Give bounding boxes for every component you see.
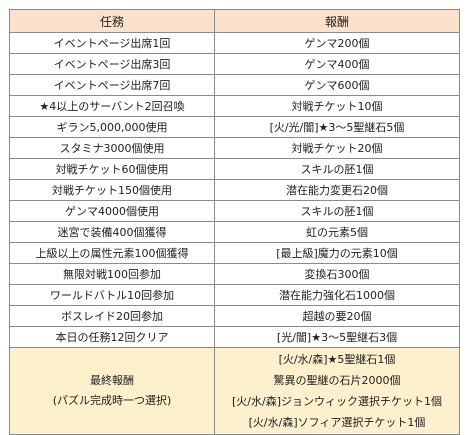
task-cell: イベントページ出席7回 <box>9 74 215 96</box>
table-row: 無限対戦100回参加 変換石300個 <box>9 263 460 285</box>
table-row: 対戦チケット150個使用 潜在能力変更石20個 <box>9 179 460 201</box>
table-row: ★4以上のサーバント2回召喚 対戦チケット10個 <box>9 95 460 117</box>
table-row: 対戦チケット60個使用 スキルの胚1個 <box>9 158 460 180</box>
mission-reward-table: 任務 報酬 イベントページ出席1回 ゲンマ200個 イベントページ出席3回 ゲン… <box>9 9 460 435</box>
reward-cell: ゲンマ400個 <box>214 53 460 75</box>
task-cell: ボスレイド20回参加 <box>9 305 215 327</box>
reward-cell: [光/闇]★3〜5聖継石3個 <box>214 326 460 348</box>
final-reward-label-cell: 最終報酬 (パズル完成時一つ選択) <box>9 347 215 435</box>
reward-cell: 潜在能力変更石20個 <box>214 179 460 201</box>
task-cell: 迷宮で装備400個獲得 <box>9 221 215 243</box>
task-cell: ゲンマ4000個使用 <box>9 200 215 222</box>
reward-cell: スキルの胚1個 <box>214 200 460 222</box>
reward-cell: 潜在能力強化石1000個 <box>214 284 460 306</box>
reward-cell: 変換石300個 <box>214 263 460 285</box>
final-reward-row: 最終報酬 (パズル完成時一つ選択) [火/水/森]★5聖継石1個 驚異の聖継の石… <box>9 347 460 435</box>
task-cell: 上級以上の属性元素100個獲得 <box>9 242 215 264</box>
reward-table-container: 任務 報酬 イベントページ出席1回 ゲンマ200個 イベントページ出席3回 ゲン… <box>9 9 460 435</box>
task-cell: ギラン5,000,000使用 <box>9 116 215 138</box>
task-cell: 対戦チケット150個使用 <box>9 179 215 201</box>
reward-cell: 虹の元素5個 <box>214 221 460 243</box>
table-row: ギラン5,000,000使用 [火/光/闇]★3〜5聖継石5個 <box>9 116 460 138</box>
table-row: 迷宮で装備400個獲得 虹の元素5個 <box>9 221 460 243</box>
final-reward-item: [火/水/森]ソフィア選択チケット1個 <box>248 416 426 429</box>
task-cell: ★4以上のサーバント2回召喚 <box>9 95 215 117</box>
table-row: 上級以上の属性元素100個獲得 [最上級]魔力の元素10個 <box>9 242 460 264</box>
final-reward-note: (パズル完成時一つ選択) <box>52 394 172 407</box>
reward-cell: ゲンマ200個 <box>214 32 460 54</box>
reward-cell: 対戦チケット10個 <box>214 95 460 117</box>
table-row: スタミナ3000個使用 対戦チケット20個 <box>9 137 460 159</box>
task-cell: スタミナ3000個使用 <box>9 137 215 159</box>
table-row: イベントページ出席7回 ゲンマ600個 <box>9 74 460 96</box>
task-cell: 対戦チケット60個使用 <box>9 158 215 180</box>
final-reward-item: [火/水/森]★5聖継石1個 <box>278 353 396 366</box>
final-reward-list-cell: [火/水/森]★5聖継石1個 驚異の聖継の石片2000個 [火/水/森]ジョンウ… <box>214 347 460 435</box>
table-header-row: 任務 報酬 <box>9 9 460 33</box>
task-cell: ワールドバトル10回参加 <box>9 284 215 306</box>
task-cell: 本日の任務12回クリア <box>9 326 215 348</box>
table-row: ワールドバトル10回参加 潜在能力強化石1000個 <box>9 284 460 306</box>
final-reward-item: 驚異の聖継の石片2000個 <box>273 374 401 387</box>
final-reward-title: 最終報酬 <box>90 374 134 387</box>
reward-cell: 超越の要20個 <box>214 305 460 327</box>
task-cell: イベントページ出席3回 <box>9 53 215 75</box>
reward-cell: ゲンマ600個 <box>214 74 460 96</box>
reward-cell: [最上級]魔力の元素10個 <box>214 242 460 264</box>
table-row: イベントページ出席1回 ゲンマ200個 <box>9 32 460 54</box>
table-row: ボスレイド20回参加 超越の要20個 <box>9 305 460 327</box>
table-row: 本日の任務12回クリア [光/闇]★3〜5聖継石3個 <box>9 326 460 348</box>
task-cell: 無限対戦100回参加 <box>9 263 215 285</box>
reward-cell: [火/光/闇]★3〜5聖継石5個 <box>214 116 460 138</box>
task-cell: イベントページ出席1回 <box>9 32 215 54</box>
header-reward: 報酬 <box>214 9 460 33</box>
header-task: 任務 <box>9 9 215 33</box>
reward-cell: スキルの胚1個 <box>214 158 460 180</box>
table-row: イベントページ出席3回 ゲンマ400個 <box>9 53 460 75</box>
reward-cell: 対戦チケット20個 <box>214 137 460 159</box>
table-row: ゲンマ4000個使用 スキルの胚1個 <box>9 200 460 222</box>
final-reward-item: [火/水/森]ジョンウィック選択チケット1個 <box>232 395 442 408</box>
